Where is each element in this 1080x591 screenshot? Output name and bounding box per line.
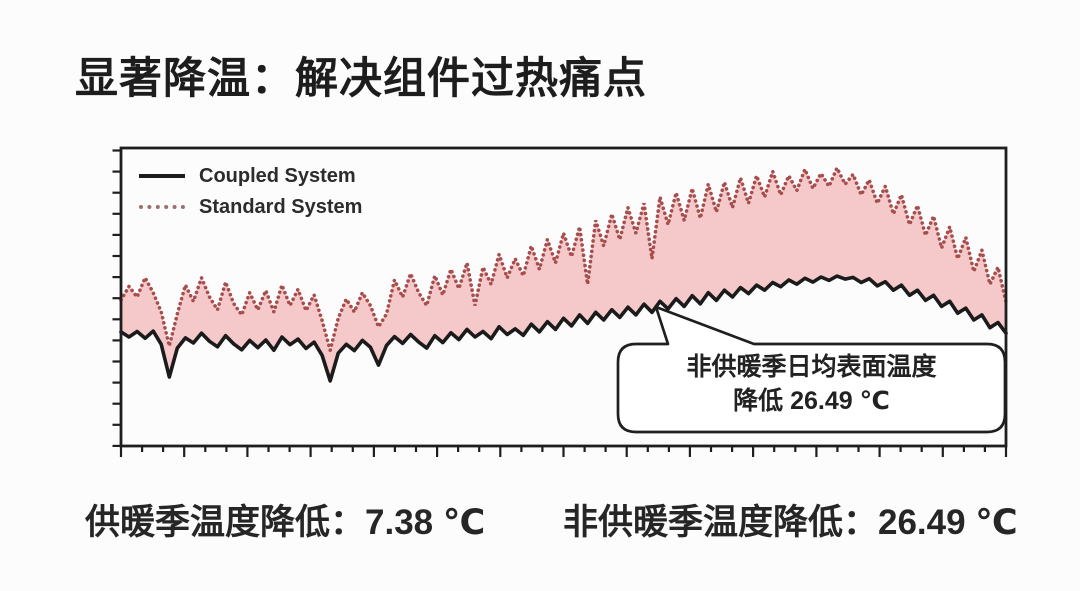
callout-line2: 降低 26.49 ℃ <box>733 386 890 415</box>
standard-system-line <box>119 163 1008 358</box>
fill-between-area <box>121 168 1006 381</box>
legend-item-coupled: Coupled System <box>139 165 362 187</box>
dotted-line-icon <box>139 205 185 209</box>
page-title: 显著降温：解决组件过热痛点 <box>75 55 647 103</box>
callout-bubble <box>616 305 1007 434</box>
axis-ticks <box>112 149 1008 457</box>
non-heating-season-stat: 非供暖季温度降低：26.49 ℃ <box>563 503 1018 542</box>
callout-line1: 非供暖季日均表面温度 <box>686 353 937 381</box>
legend-item-standard: Standard System <box>139 196 362 218</box>
summary-stats: 供暖季温度降低：7.38 ℃ 非供暖季温度降低：26.49 ℃ <box>0 494 1080 554</box>
legend-label-coupled: Coupled System <box>199 164 356 187</box>
solid-line-icon <box>139 174 185 178</box>
legend-label-standard: Standard System <box>199 195 363 218</box>
heating-season-stat: 供暖季温度降低：7.38 ℃ <box>85 503 486 542</box>
chart-legend: Coupled System Standard System <box>139 165 362 227</box>
callout-annotation: 非供暖季日均表面温度 降低 26.49 ℃ <box>618 351 1005 418</box>
coupled-system-line <box>119 274 1008 383</box>
